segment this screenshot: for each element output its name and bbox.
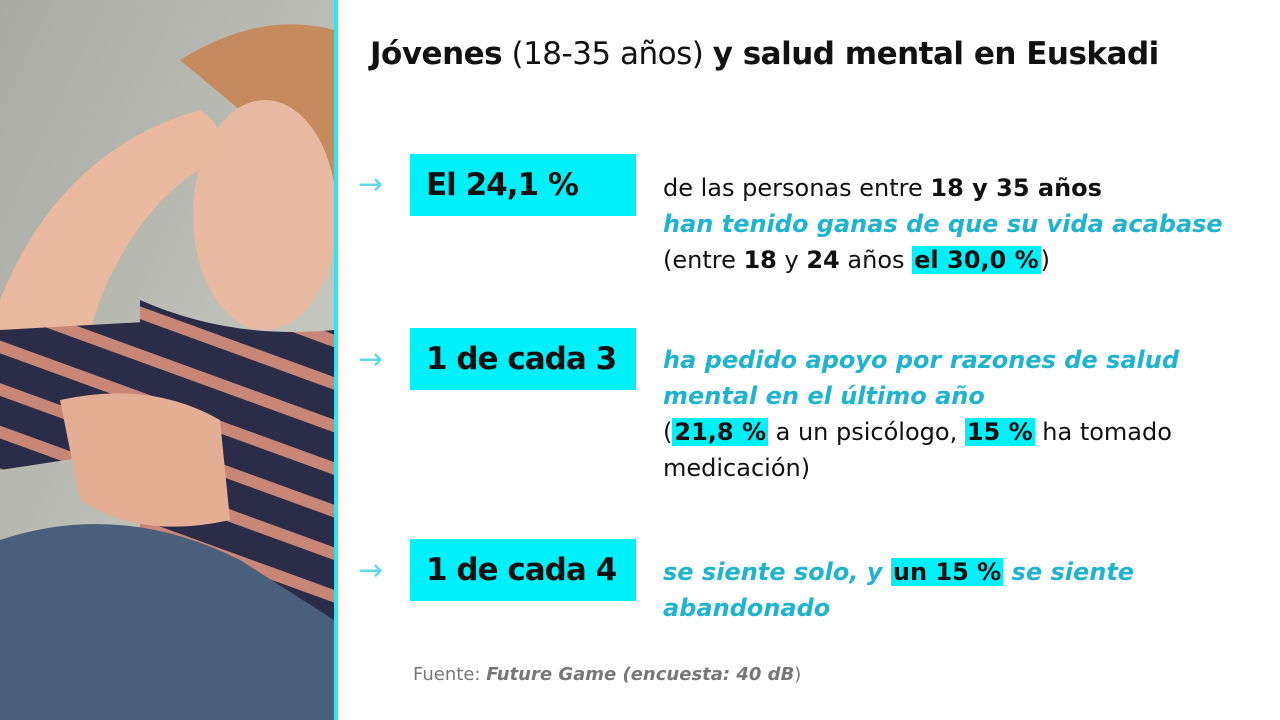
woman-photo: [0, 0, 334, 720]
stat-highlight-box: 1 de cada 4: [410, 539, 636, 601]
stat-highlight-box: El 24,1 %: [410, 154, 636, 216]
stat-description: se siente solo, y un 15 % se siente aban…: [663, 558, 1135, 622]
arrow-icon: →: [358, 167, 384, 202]
arrow-icon: →: [358, 553, 384, 588]
accent-divider: [334, 0, 338, 720]
stat-description: de las personas entre 18 y 35 años han t…: [663, 174, 1223, 274]
source-note: Fuente: Future Game (encuesta: 40 dB): [413, 664, 802, 685]
arrow-icon: →: [358, 342, 384, 377]
stat-description: ha pedido apoyo por razones de salud men…: [663, 346, 1180, 482]
stat-highlight-box: 1 de cada 3: [410, 328, 636, 390]
page-title: Jóvenes (18-35 años) y salud mental en E…: [370, 36, 1159, 72]
